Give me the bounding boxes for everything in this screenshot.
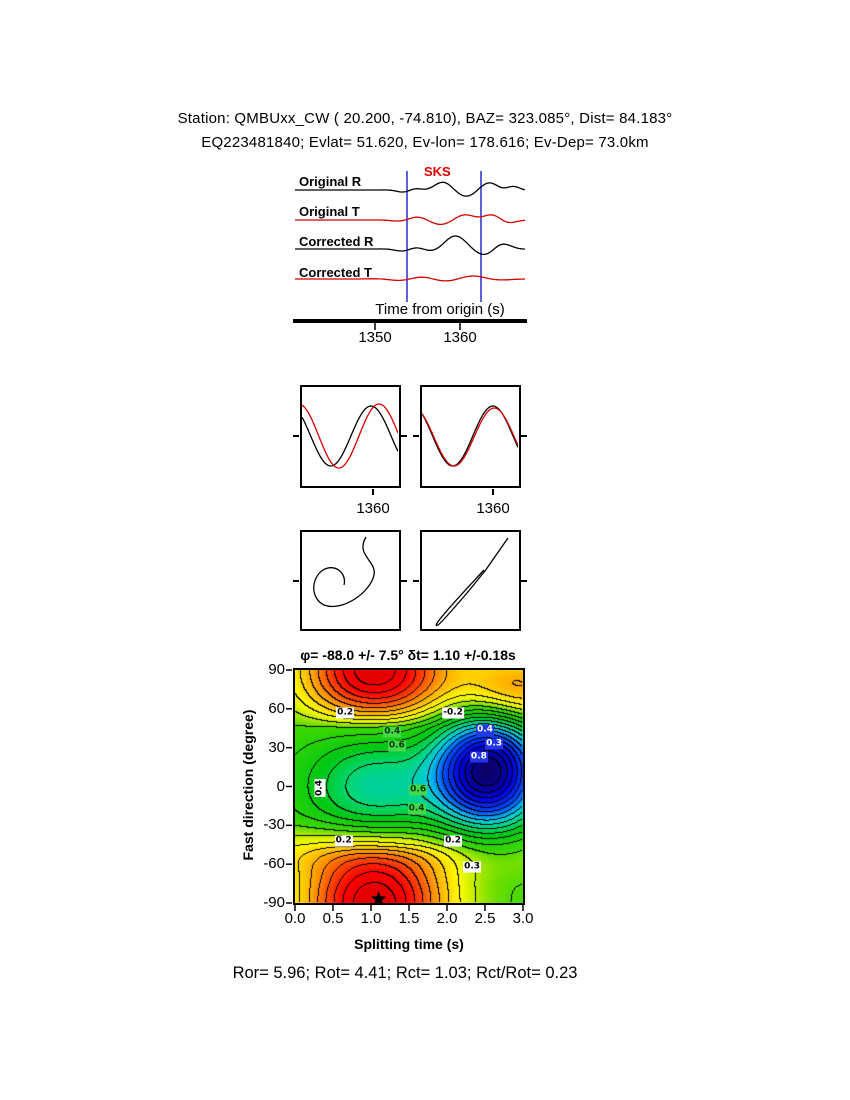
box-tick <box>401 435 407 437</box>
xtick-20: 2.0 <box>436 910 458 927</box>
contour-title: φ= -88.0 +/- 7.5° δt= 1.10 +/-0.18s <box>300 647 516 663</box>
components-box-original <box>300 385 401 488</box>
figure-title-line1: Station: QMBUxx_CW ( 20.200, -74.810), B… <box>177 110 673 127</box>
xtick-15: 1.5 <box>398 910 420 927</box>
slow-component-trace <box>302 403 398 469</box>
time-axis-label: Time from origin (s) <box>375 301 505 318</box>
box-tick <box>293 435 299 437</box>
waveform-traces-plot <box>293 171 527 330</box>
components-box-corrected <box>420 385 521 488</box>
figure-title-line2: EQ223481840; Evlat= 51.620, Ev-lon= 178.… <box>201 134 649 151</box>
contour-label: 0.4 <box>407 803 426 814</box>
trace-label-corrected-t: Corrected T <box>299 265 372 280</box>
contour-xlabel: Splitting time (s) <box>354 936 464 952</box>
components-tick-left: 1360 <box>356 500 390 517</box>
components-corrected-plot <box>422 405 518 467</box>
contour-frame <box>293 668 525 905</box>
particle-motion-box-original <box>300 530 401 631</box>
ytick-0: 0 <box>276 778 285 795</box>
contour-label: 0.2 <box>334 835 353 847</box>
components-original-plot <box>302 403 398 469</box>
box-tick <box>413 435 419 437</box>
box-tick <box>521 580 527 582</box>
ytick-m90: -90 <box>263 894 285 911</box>
trace-label-original-t: Original T <box>299 204 360 219</box>
xtick-30: 3.0 <box>512 910 534 927</box>
box-tick <box>413 580 419 582</box>
slow-component-trace <box>422 407 518 467</box>
ytick-60: 60 <box>268 700 285 717</box>
contour-label: 0.3 <box>485 738 504 750</box>
trace-label-corrected-r: Corrected R <box>299 234 374 249</box>
corrected-r-trace <box>295 235 526 256</box>
box-tick <box>293 580 299 582</box>
xtick-0: 0.0 <box>284 910 306 927</box>
box-tick <box>372 489 374 495</box>
ytick-90: 90 <box>268 661 285 678</box>
phase-label-sks: SKS <box>424 164 451 179</box>
box-tick <box>521 435 527 437</box>
ytick-30: 30 <box>268 739 285 756</box>
particle-motion-curve <box>435 537 509 627</box>
particle-motion-corrected-plot <box>435 537 509 627</box>
ytick-m30: -30 <box>263 816 285 833</box>
components-tick-right: 1360 <box>476 500 510 517</box>
xtick-05: 0.5 <box>322 910 344 927</box>
contour-label: 0.3 <box>463 861 482 873</box>
xtick-25: 2.5 <box>474 910 496 927</box>
particle-motion-original-plot <box>313 536 375 608</box>
particle-motion-curve <box>313 536 375 608</box>
original-t-trace <box>295 214 525 226</box>
contour-label: 0.4 <box>314 778 326 797</box>
fast-component-trace <box>302 405 398 467</box>
contour-label: 0.6 <box>409 784 428 796</box>
contour-label: -0.2 <box>442 707 464 719</box>
corrected-t-trace <box>295 275 525 282</box>
particle-motion-box-corrected <box>420 530 521 631</box>
contour-label: 0.2 <box>444 835 463 847</box>
box-tick <box>492 489 494 495</box>
trace-label-original-r: Original R <box>299 174 362 189</box>
time-tick-1360: 1360 <box>443 329 477 346</box>
misfit-contour-map <box>295 670 523 903</box>
box-tick <box>401 580 407 582</box>
time-tick-1350: 1350 <box>358 329 392 346</box>
contour-label: 0.4 <box>476 724 494 736</box>
contour-label: 0.6 <box>387 740 406 752</box>
contour-label: 0.8 <box>469 751 488 763</box>
contour-label: 0.4 <box>383 726 402 738</box>
ytick-m60: -60 <box>263 855 285 872</box>
quality-stats-text: Ror= 5.96; Rot= 4.41; Rct= 1.03; Rct/Rot… <box>232 964 578 982</box>
contour-label: 0.2 <box>336 707 355 719</box>
xtick-10: 1.0 <box>360 910 382 927</box>
original-r-trace <box>295 181 526 197</box>
